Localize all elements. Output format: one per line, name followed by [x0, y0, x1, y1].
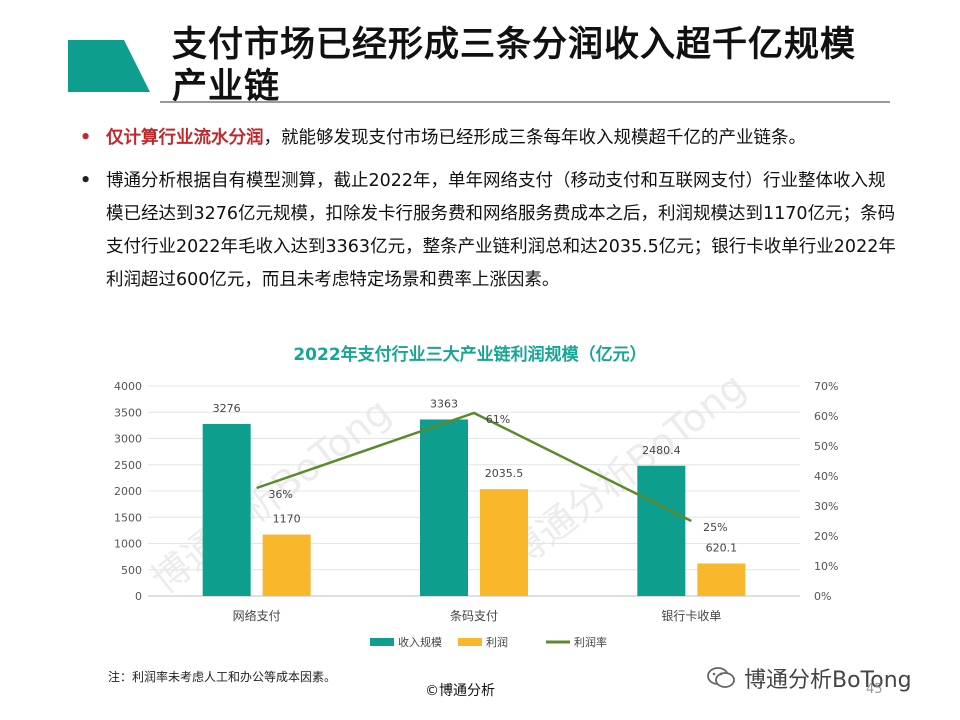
- y2-tick-label: 50%: [814, 440, 838, 453]
- bullet-text: 博通分析根据自有模型测算，截止2022年，单年网络支付（移动支付和互联网支付）行…: [106, 171, 896, 290]
- y-tick-label: 1000: [114, 538, 142, 551]
- chart-title: 2022年支付行业三大产业链利润规模（亿元）: [293, 344, 646, 365]
- bar-data-label: 2035.5: [485, 467, 524, 480]
- bar-利润: [697, 563, 746, 596]
- legend-label: 利润率: [574, 635, 607, 649]
- bar-data-label: 3363: [430, 397, 458, 410]
- y-tick-label: 1500: [114, 511, 142, 524]
- bullet-text: ，就能够发现支付市场已经形成三条每年收入规模超千亿的产业链条。: [263, 128, 807, 148]
- teal-logo-shape: [68, 40, 150, 92]
- y-tick-label: 500: [121, 564, 142, 577]
- profit-chart: 2022年支付行业三大产业链利润规模（亿元） 博通分析BoTong 博通分析Bo…: [114, 344, 838, 649]
- bar-收入规模: [637, 465, 686, 596]
- bar-data-label: 1170: [273, 513, 301, 526]
- y-tick-label: 2000: [114, 485, 142, 498]
- x-tick-label: 条码支付: [450, 609, 498, 623]
- x-tick-label: 银行卡收单: [661, 609, 721, 623]
- footnote: 注：利润率未考虑人工和办公等成本因素。: [108, 670, 337, 684]
- bullet-highlight: 仅计算行业流水分润: [106, 128, 264, 148]
- bar-data-label: 3276: [213, 402, 241, 415]
- bar-利润: [262, 534, 311, 596]
- y2-tick-label: 40%: [814, 470, 838, 483]
- page-number: 45: [866, 682, 883, 697]
- bar-利润: [480, 489, 528, 596]
- y-tick-label: 3000: [114, 433, 142, 446]
- bar-收入规模: [202, 424, 251, 596]
- y2-tick-label: 0%: [814, 590, 831, 603]
- wechat-icon: [707, 667, 735, 688]
- bullet-list: • 仅计算行业流水分润，就能够发现支付市场已经形成三条每年收入规模超千亿的产业链…: [80, 122, 900, 307]
- bar-data-label: 2480.4: [642, 444, 681, 457]
- legend-label: 收入规模: [398, 635, 442, 649]
- bar-收入规模: [420, 419, 468, 596]
- line-利润率: [256, 411, 692, 523]
- y-tick-label: 4000: [114, 380, 142, 393]
- y-tick-label: 3500: [114, 406, 142, 419]
- wechat-name: 博通分析BoTong: [744, 668, 912, 693]
- bullet-item-2: • 博通分析根据自有模型测算，截止2022年，单年网络支付（移动支付和互联网支付…: [80, 165, 900, 297]
- legend-swatch-利润: [458, 638, 482, 646]
- y2-tick-label: 10%: [814, 560, 838, 573]
- page-title: 支付市场已经形成三条分润收入超千亿规模产业链: [172, 25, 857, 107]
- y-tick-label: 0: [135, 590, 142, 603]
- copyright: ©博通分析: [425, 683, 495, 699]
- y-tick-label: 2500: [114, 459, 142, 472]
- x-tick-label: 网络支付: [233, 608, 281, 623]
- line-data-label: 61%: [486, 413, 510, 426]
- legend-label: 利润: [486, 635, 508, 649]
- bullet-dot-icon: •: [80, 171, 92, 191]
- line-data-label: 25%: [703, 521, 727, 534]
- y2-tick-label: 70%: [814, 380, 838, 393]
- y2-tick-label: 20%: [814, 530, 838, 543]
- y2-tick-label: 30%: [814, 500, 838, 513]
- bullet-item-1: • 仅计算行业流水分润，就能够发现支付市场已经形成三条每年收入规模超千亿的产业链…: [80, 122, 900, 155]
- bar-data-label: 620.1: [706, 541, 738, 554]
- wechat-account: 博通分析BoTong: [706, 662, 912, 694]
- line-data-label: 36%: [268, 488, 292, 501]
- legend-swatch-收入规模: [370, 638, 394, 646]
- bullet-dot-icon: •: [80, 128, 92, 148]
- title-divider: [160, 101, 890, 103]
- y2-tick-label: 60%: [814, 410, 838, 423]
